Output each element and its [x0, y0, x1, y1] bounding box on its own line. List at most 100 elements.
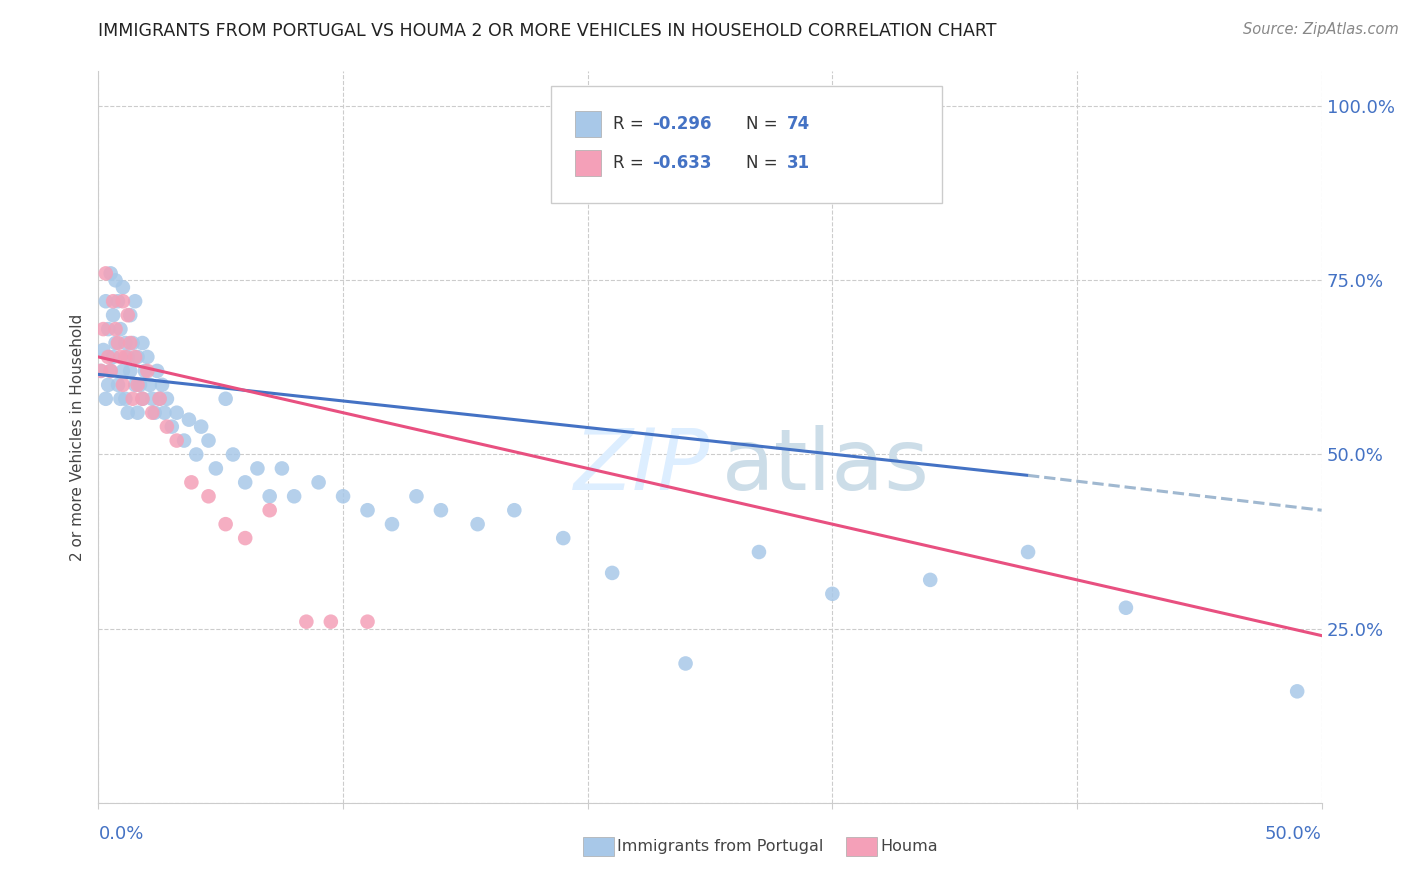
- Point: [111, 294, 134, 309]
- Point: [107, 336, 129, 351]
- Point: [319, 615, 342, 629]
- Point: [97, 322, 120, 336]
- Point: [283, 489, 305, 503]
- Point: [173, 434, 195, 448]
- Point: [90, 364, 112, 378]
- Point: [600, 566, 623, 580]
- Point: [104, 273, 127, 287]
- Point: [91, 343, 114, 357]
- Point: [308, 475, 330, 490]
- Point: [124, 294, 146, 309]
- Point: [104, 336, 127, 351]
- Point: [127, 350, 149, 364]
- Point: [405, 489, 427, 503]
- Point: [153, 406, 176, 420]
- Point: [149, 392, 172, 406]
- Point: [101, 350, 124, 364]
- Point: [295, 615, 318, 629]
- Point: [97, 350, 120, 364]
- Point: [675, 657, 697, 671]
- Point: [120, 364, 142, 378]
- Text: Immigrants from Portugal: Immigrants from Portugal: [617, 839, 824, 854]
- Point: [94, 266, 117, 280]
- Point: [197, 434, 219, 448]
- Point: [120, 336, 142, 351]
- Point: [110, 392, 132, 406]
- Point: [124, 377, 146, 392]
- Point: [503, 503, 526, 517]
- Point: [131, 392, 153, 406]
- Point: [166, 434, 188, 448]
- Point: [356, 615, 378, 629]
- Point: [150, 377, 173, 392]
- Point: [821, 587, 844, 601]
- Point: [141, 392, 163, 406]
- Point: [101, 308, 124, 322]
- Point: [180, 475, 202, 490]
- Text: 74: 74: [787, 115, 810, 133]
- Point: [107, 377, 129, 392]
- Text: R =: R =: [613, 153, 650, 172]
- Point: [214, 392, 236, 406]
- Point: [197, 489, 219, 503]
- Point: [94, 392, 117, 406]
- Text: Source: ZipAtlas.com: Source: ZipAtlas.com: [1243, 22, 1399, 37]
- Point: [121, 392, 143, 406]
- Point: [114, 392, 136, 406]
- Point: [97, 377, 120, 392]
- Point: [120, 308, 142, 322]
- Point: [1115, 600, 1137, 615]
- Point: [131, 336, 153, 351]
- Point: [100, 266, 122, 280]
- Point: [748, 545, 770, 559]
- Point: [101, 294, 124, 309]
- Text: 31: 31: [787, 153, 810, 172]
- Point: [156, 419, 179, 434]
- Point: [91, 322, 114, 336]
- Text: N =: N =: [745, 153, 782, 172]
- Point: [111, 280, 134, 294]
- Point: [117, 308, 139, 322]
- Point: [233, 531, 256, 545]
- Point: [160, 419, 183, 434]
- Text: 50.0%: 50.0%: [1265, 825, 1322, 843]
- Point: [136, 350, 159, 364]
- Point: [131, 392, 153, 406]
- Point: [1017, 545, 1039, 559]
- Point: [143, 406, 166, 420]
- Point: [186, 448, 208, 462]
- Point: [332, 489, 354, 503]
- Point: [177, 412, 200, 426]
- Point: [111, 377, 134, 392]
- Text: R =: R =: [613, 115, 650, 133]
- Point: [1286, 684, 1309, 698]
- Point: [190, 419, 212, 434]
- Point: [127, 406, 149, 420]
- Point: [111, 364, 134, 378]
- Point: [467, 517, 489, 532]
- Point: [270, 461, 294, 475]
- Text: Houma: Houma: [880, 839, 938, 854]
- Point: [114, 336, 136, 351]
- Bar: [575, 112, 602, 136]
- Text: ZIP: ZIP: [574, 425, 710, 508]
- Point: [136, 364, 159, 378]
- Point: [920, 573, 942, 587]
- Point: [110, 350, 132, 364]
- Point: [129, 377, 152, 392]
- Point: [381, 517, 404, 532]
- Point: [246, 461, 269, 475]
- Point: [149, 392, 172, 406]
- Point: [205, 461, 228, 475]
- Point: [553, 531, 575, 545]
- Text: N =: N =: [745, 115, 782, 133]
- Point: [100, 364, 122, 378]
- Y-axis label: 2 or more Vehicles in Household: 2 or more Vehicles in Household: [70, 313, 86, 561]
- Point: [134, 364, 156, 378]
- Point: [259, 489, 281, 503]
- Point: [141, 406, 163, 420]
- Point: [233, 475, 256, 490]
- Text: 0.0%: 0.0%: [98, 825, 143, 843]
- Text: IMMIGRANTS FROM PORTUGAL VS HOUMA 2 OR MORE VEHICLES IN HOUSEHOLD CORRELATION CH: IMMIGRANTS FROM PORTUGAL VS HOUMA 2 OR M…: [98, 22, 997, 40]
- FancyBboxPatch shape: [551, 86, 942, 203]
